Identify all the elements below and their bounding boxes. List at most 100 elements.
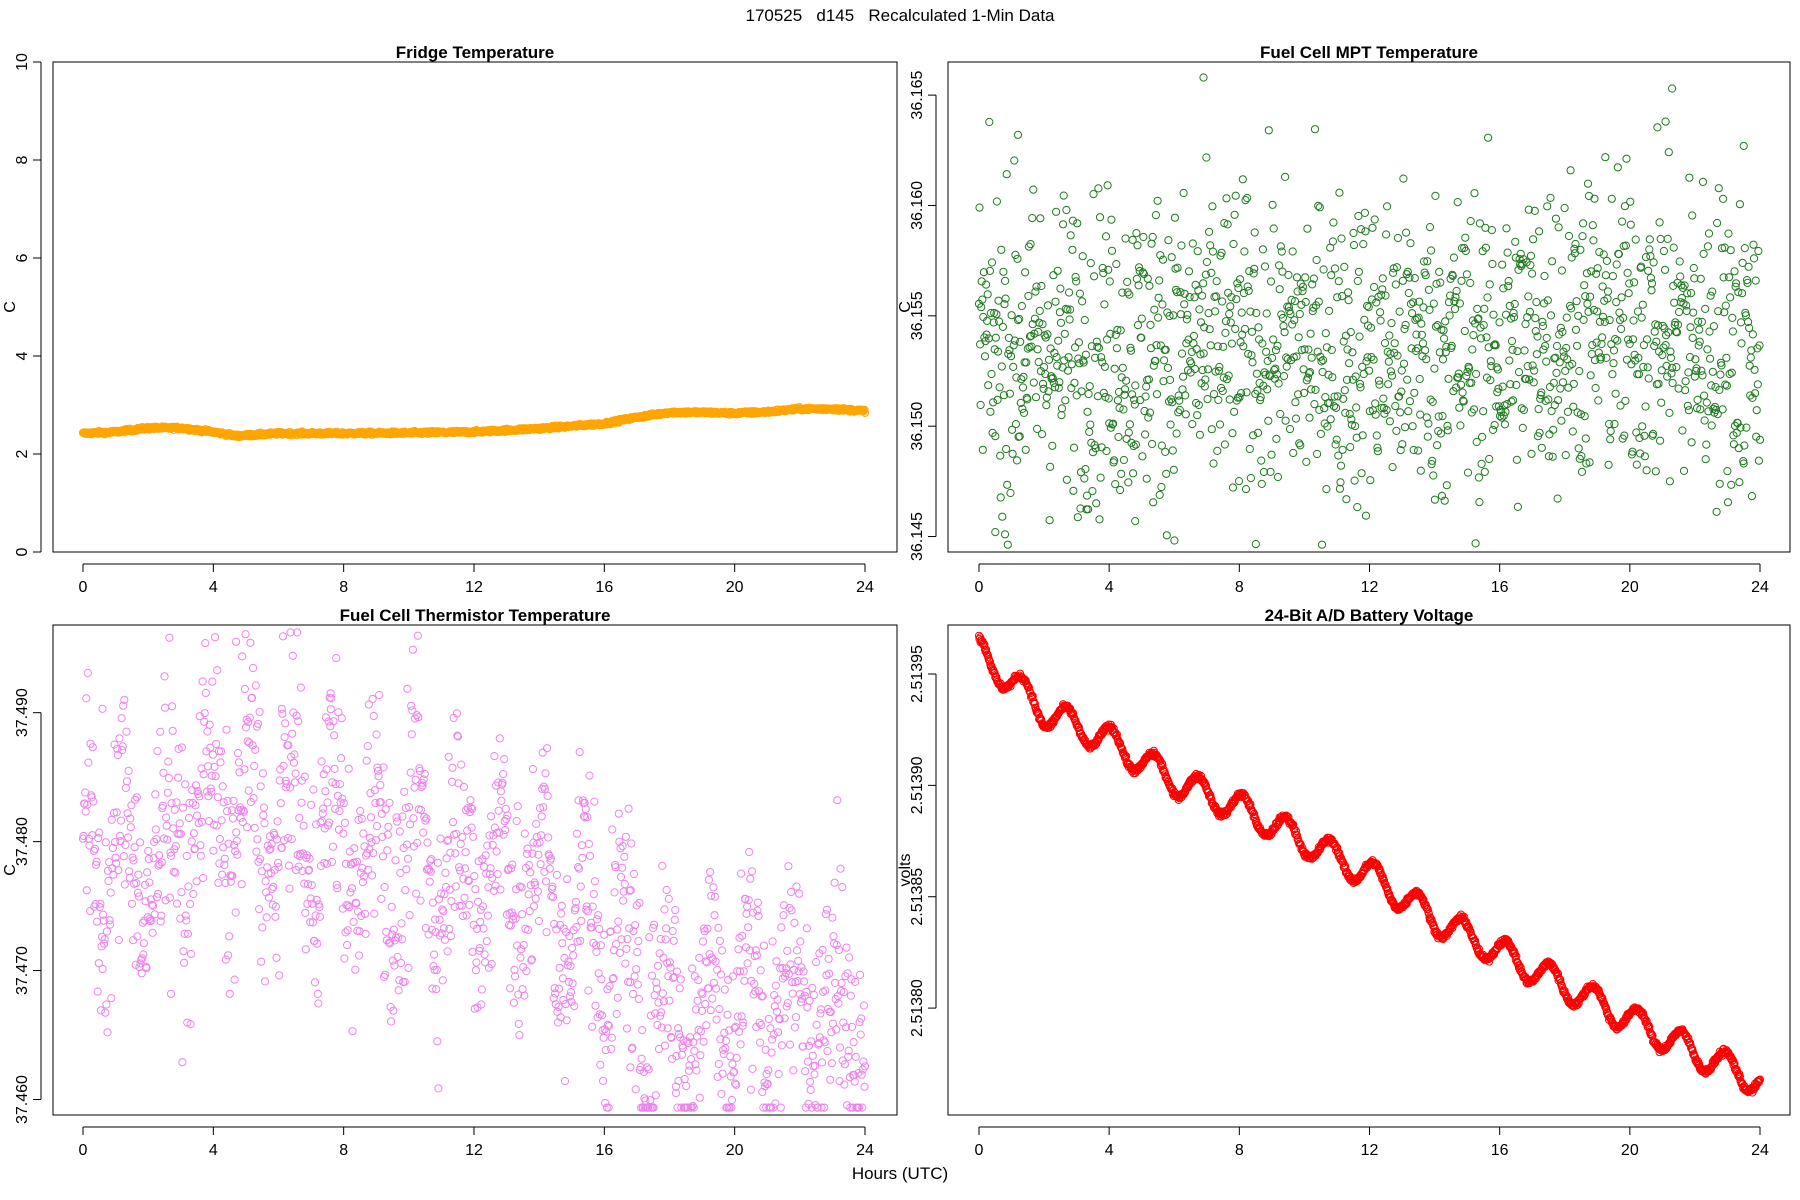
data-points <box>974 73 1765 549</box>
data-point <box>256 855 265 864</box>
data-point <box>1561 451 1570 460</box>
data-point <box>1433 441 1442 450</box>
data-point <box>1423 257 1432 266</box>
data-point <box>1461 233 1470 242</box>
data-point <box>1201 375 1210 384</box>
data-point <box>1081 465 1090 474</box>
data-point <box>557 909 566 918</box>
data-point <box>668 1054 677 1064</box>
data-point <box>1181 410 1190 419</box>
data-point <box>275 776 284 785</box>
data-point <box>1334 451 1343 460</box>
data-point <box>572 923 581 932</box>
data-point-outlier <box>1661 117 1670 126</box>
data-point <box>1410 274 1419 283</box>
data-point <box>537 831 546 840</box>
data-point <box>453 732 463 741</box>
data-point <box>1188 420 1197 429</box>
data-point <box>1548 257 1557 266</box>
data-point <box>660 905 669 914</box>
data-point <box>271 902 280 911</box>
data-point <box>1205 227 1214 236</box>
data-point <box>426 867 435 876</box>
x-tick-label: 20 <box>1621 1142 1639 1159</box>
data-point <box>1445 311 1454 320</box>
data-point <box>747 867 757 876</box>
data-point <box>121 840 130 850</box>
data-point <box>225 989 234 998</box>
data-point <box>1159 377 1168 386</box>
data-point <box>263 863 272 872</box>
data-point <box>137 969 146 978</box>
data-point <box>707 891 716 900</box>
data-point <box>1193 411 1202 420</box>
data-point <box>987 258 997 267</box>
y-tick-label: 2.51395 <box>909 645 926 703</box>
data-point <box>1425 305 1434 314</box>
data-point <box>410 783 419 792</box>
data-point <box>376 798 385 807</box>
data-point <box>746 874 755 883</box>
data-point <box>280 733 289 742</box>
data-point <box>583 907 592 916</box>
data-point <box>1147 239 1156 248</box>
data-point <box>577 841 587 850</box>
data-point <box>1748 393 1757 402</box>
data-point <box>1041 369 1050 379</box>
data-point <box>1716 370 1725 379</box>
data-point <box>597 1011 607 1020</box>
data-point <box>1587 267 1596 276</box>
data-point <box>1001 276 1010 285</box>
data-point <box>1354 267 1364 276</box>
data-point <box>1064 353 1073 362</box>
data-point <box>253 835 262 844</box>
data-point <box>369 849 378 858</box>
data-point <box>1023 344 1032 353</box>
data-point <box>1622 154 1631 163</box>
data-point <box>996 493 1005 502</box>
data-point <box>652 978 661 987</box>
data-point <box>1052 207 1061 216</box>
data-point <box>1555 358 1564 367</box>
data-point <box>1472 437 1481 447</box>
data-point <box>153 889 163 898</box>
data-point <box>1202 257 1212 267</box>
data-point <box>633 948 642 957</box>
data-point <box>781 969 790 978</box>
data-point <box>1022 358 1031 367</box>
data-point <box>1698 371 1707 380</box>
data-point <box>610 888 619 897</box>
data-point <box>1703 345 1712 354</box>
data-point <box>404 963 413 973</box>
data-point <box>394 933 403 942</box>
data-point <box>119 852 128 861</box>
data-point <box>1437 491 1447 500</box>
data-point <box>1092 499 1101 508</box>
data-point <box>624 804 633 813</box>
data-point <box>1319 265 1328 274</box>
data-point <box>797 963 806 972</box>
data-point <box>702 1021 711 1030</box>
data-point <box>1329 218 1338 227</box>
data-point <box>718 946 727 955</box>
data-point <box>196 851 205 860</box>
data-point <box>1119 405 1128 414</box>
data-point <box>216 747 226 756</box>
data-point <box>1177 241 1186 250</box>
data-point <box>777 1041 787 1050</box>
data-point <box>1427 460 1436 469</box>
data-point <box>1723 467 1732 476</box>
data-point <box>662 885 671 895</box>
data-point <box>543 791 552 801</box>
data-point <box>1382 405 1391 415</box>
data-point <box>1682 301 1691 310</box>
data-point <box>1315 203 1324 212</box>
data-point <box>1525 307 1535 316</box>
data-point <box>650 920 659 929</box>
data-point <box>838 883 847 892</box>
data-point <box>834 945 844 955</box>
data-point <box>1327 271 1336 280</box>
x-tick-label: 16 <box>1491 1142 1509 1159</box>
data-point <box>159 768 168 777</box>
data-point <box>383 846 392 855</box>
